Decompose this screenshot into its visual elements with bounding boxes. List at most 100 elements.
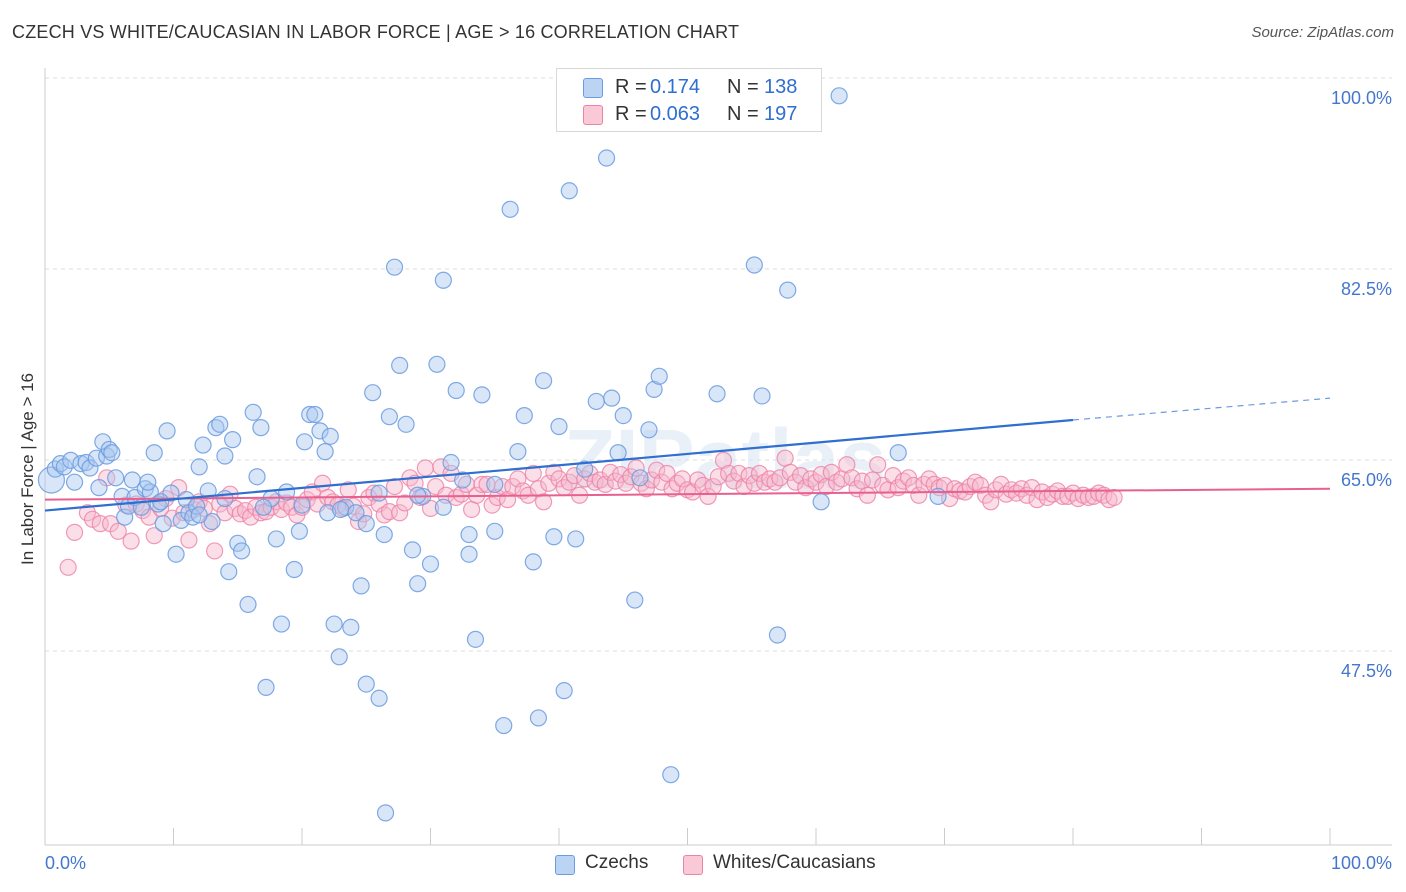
data-point-white (935, 476, 954, 495)
data-point-white (206, 542, 224, 560)
data-point-white (416, 459, 434, 477)
x-tick-label: 0.0% (45, 853, 86, 873)
data-point-white (540, 474, 558, 492)
data-point-white (231, 505, 249, 523)
data-point-czech (224, 431, 242, 449)
data-point-czech (403, 541, 422, 559)
data-point-white (313, 474, 332, 492)
data-point-czech (190, 458, 208, 476)
legend-row-czechs: R = 0.174 N = 138 (557, 74, 821, 100)
data-point-czech (454, 471, 472, 489)
data-point-czech (609, 444, 627, 462)
data-point-white (391, 504, 409, 522)
data-point-czech (587, 392, 605, 411)
data-point-czech (290, 522, 309, 540)
trend-lines (44, 397, 1331, 512)
data-point-white (822, 463, 841, 481)
data-point-czech (460, 545, 478, 563)
data-point-czech (597, 149, 616, 167)
data-point-czech (72, 455, 90, 473)
data-point-white (627, 459, 645, 477)
data-point-czech (812, 493, 830, 511)
data-point-czech (753, 387, 771, 405)
data-point-white (534, 493, 553, 511)
trend-line-czech (44, 418, 1074, 512)
data-point-czech (248, 468, 266, 486)
white-swatch (583, 105, 603, 125)
data-point-white (781, 463, 799, 481)
data-point-white (145, 527, 163, 545)
data-point-czech (194, 436, 212, 454)
data-point-czech (447, 381, 465, 400)
series-czech-points (37, 87, 947, 822)
data-point-czech (285, 560, 303, 579)
data-point-czech (466, 630, 485, 648)
y-tick-label: 65.0% (1341, 470, 1392, 490)
data-point-czech (409, 486, 427, 504)
data-point-white (894, 472, 912, 490)
data-point-czech (216, 447, 234, 465)
data-point-czech (830, 87, 848, 105)
data-point-czech (272, 615, 291, 633)
data-point-czech (87, 449, 106, 467)
data-point-white (529, 480, 548, 498)
x-tick-label: 100.0% (1331, 853, 1392, 873)
data-point-czech (90, 479, 108, 497)
data-point-czech (442, 453, 460, 472)
data-point-czech (376, 804, 395, 822)
data-point-white (242, 508, 260, 526)
data-point-white (843, 469, 861, 487)
data-point-czech (257, 678, 275, 696)
data-point-white (797, 479, 815, 497)
data-point-czech (301, 405, 319, 424)
legend-label-whites: Whites/Caucasians (713, 852, 876, 873)
data-point-czech (460, 525, 478, 544)
data-point-czech (311, 422, 329, 440)
source-label: Source: ZipAtlas.com (1251, 24, 1394, 41)
data-point-czech (555, 682, 573, 700)
white-swatch (683, 855, 703, 875)
data-point-czech (139, 473, 157, 491)
data-point-czech (515, 407, 533, 425)
legend-n-value: 138 (764, 76, 798, 98)
data-point-czech (145, 444, 163, 462)
data-point-czech (357, 675, 375, 693)
data-point-czech (645, 380, 663, 399)
data-point-czech (116, 508, 134, 526)
data-point-white (966, 473, 984, 491)
data-point-white (421, 499, 440, 517)
data-point-czech (316, 443, 334, 461)
data-point-czech (397, 415, 415, 433)
data-point-czech (486, 475, 504, 493)
data-point-czech (495, 716, 513, 735)
data-point-czech (421, 555, 440, 573)
data-point-czech (385, 258, 404, 276)
data-point-czech (409, 575, 427, 593)
data-point-czech (352, 577, 370, 595)
data-point-czech (391, 356, 409, 374)
legend-n-label: N = (727, 103, 759, 125)
data-point-czech (342, 618, 360, 636)
data-point-czech (364, 384, 382, 402)
data-point-czech (370, 484, 388, 502)
data-point-czech (768, 626, 787, 644)
data-point-white (473, 475, 491, 493)
axes (44, 68, 1392, 846)
legend-n-value: 197 (764, 103, 798, 125)
legend-r-value: 0.174 (650, 76, 701, 98)
trend-line-white (44, 487, 1331, 501)
data-point-czech (560, 182, 578, 200)
data-point-czech (631, 469, 649, 487)
data-point-czech (190, 506, 208, 524)
data-point-white (971, 476, 990, 495)
data-point-white (65, 523, 84, 541)
data-point-white (771, 469, 789, 487)
data-point-czech (325, 615, 343, 633)
data-point-white (858, 486, 877, 504)
data-point-white (869, 456, 887, 474)
data-point-czech (239, 595, 257, 614)
legend-label-czechs: Czechs (585, 852, 649, 873)
data-point-white (524, 464, 542, 483)
data-point-czech (509, 443, 527, 461)
